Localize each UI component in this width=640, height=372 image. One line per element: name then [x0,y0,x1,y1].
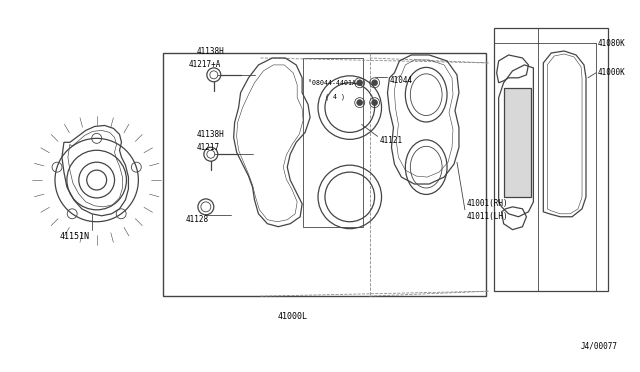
Circle shape [356,100,363,106]
Bar [493,28,608,291]
Text: ( 4 ): ( 4 ) [325,93,345,100]
Text: 41138H: 41138H [197,130,225,139]
Text: 41217+A: 41217+A [189,60,221,70]
Text: J4/00077: J4/00077 [580,341,618,350]
Bar [504,88,531,197]
Text: 41080K: 41080K [598,39,626,48]
Bar [163,53,486,296]
Circle shape [356,80,363,86]
Text: 41121: 41121 [380,136,403,145]
Circle shape [372,100,378,106]
Circle shape [207,150,215,158]
Text: 41000K: 41000K [598,68,626,77]
Circle shape [372,80,378,86]
Text: °08044-4401A: °08044-4401A [308,80,356,86]
Text: 41138H: 41138H [197,46,225,55]
Text: 41000L: 41000L [277,311,307,321]
Bar [303,58,363,227]
Text: 41217: 41217 [197,143,220,152]
Text: 41011(LH): 41011(LH) [467,212,509,221]
Text: 41044: 41044 [390,76,413,85]
Circle shape [210,71,218,79]
Text: 41151N: 41151N [60,232,90,241]
Text: 41128: 41128 [186,215,209,224]
Text: 41001(RH): 41001(RH) [467,199,509,208]
